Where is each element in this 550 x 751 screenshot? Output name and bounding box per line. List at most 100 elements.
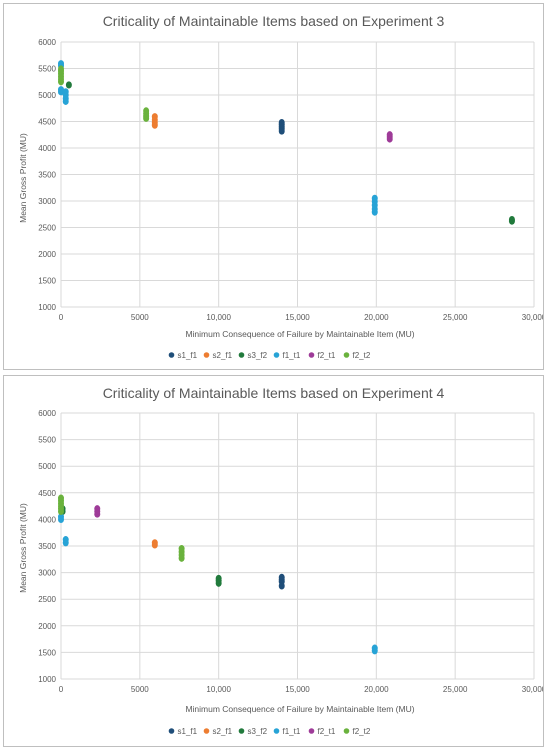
x-tick-label: 15,000 [285, 313, 310, 322]
y-tick-label: 2500 [38, 224, 56, 233]
legend-label: f2_t1 [318, 351, 336, 360]
y-tick-label: 3500 [38, 171, 56, 180]
y-axis-label: Mean Gross Profit (MU) [18, 133, 28, 223]
data-point-f1_t1 [62, 536, 69, 544]
data-point-s2_f1 [151, 539, 158, 547]
x-tick-label: 0 [59, 685, 64, 694]
legend-marker [308, 352, 315, 358]
legend-marker [168, 352, 175, 358]
data-point-f1_t1 [371, 194, 378, 202]
y-tick-label: 2500 [38, 595, 56, 604]
x-tick-labels: 0 5000 10,000 15,000 20,000 25,000 30,000 [59, 685, 543, 694]
legend-label: f1_t1 [283, 727, 301, 736]
x-tick-label: 20,000 [364, 685, 389, 694]
y-axis-label: Mean Gross Profit (MU) [18, 503, 28, 593]
data-point-f2_t2 [178, 545, 185, 553]
legend-label: s2_f1 [213, 727, 233, 736]
data-point-f1_t1 [62, 88, 69, 96]
x-axis-label: Minimum Consequence of Failure by Mainta… [185, 704, 414, 714]
y-tick-label: 3500 [38, 542, 56, 551]
legend-label: f2_t2 [353, 351, 371, 360]
legend-marker [343, 352, 350, 358]
data-point-f2_t2 [58, 65, 64, 73]
x-tick-labels: 0 5000 10,000 15,000 20,000 25,000 30,000 [59, 313, 543, 322]
chart-panel-experiment-3: Criticality of Maintainable Items based … [3, 3, 544, 370]
data-point-s3_f2 [508, 215, 515, 224]
data-point-f2_t2 [143, 107, 150, 115]
legend: s1_f1 s2_f1 s3_f2 f1_t1 f2_t1 f2_t2 [168, 351, 371, 360]
y-tick-label: 2000 [38, 250, 56, 259]
data-points [58, 60, 515, 225]
x-tick-label: 5000 [131, 313, 149, 322]
y-tick-label: 5500 [38, 65, 56, 74]
data-points [58, 494, 378, 655]
x-tick-label: 30,000 [522, 685, 543, 694]
y-tick-label: 3000 [38, 569, 56, 578]
y-tick-label: 5000 [38, 91, 56, 100]
gridlines [60, 412, 535, 680]
legend-marker [168, 728, 175, 734]
legend-label: s3_f2 [248, 351, 268, 360]
x-axis-label: Minimum Consequence of Failure by Mainta… [185, 329, 414, 339]
y-tick-label: 1500 [38, 277, 56, 286]
data-point-f1_t1 [58, 513, 64, 521]
x-tick-label: 25,000 [443, 685, 468, 694]
legend-label: s1_f1 [178, 351, 198, 360]
y-tick-label: 4500 [38, 118, 56, 127]
legend-label: s2_f1 [213, 351, 233, 360]
data-point-f2_t1 [94, 505, 101, 513]
data-point-f1_t1 [58, 60, 64, 68]
legend-label: f2_t1 [318, 727, 336, 736]
x-tick-label: 5000 [131, 685, 149, 694]
data-point-f1_t1 [371, 644, 378, 652]
legend-marker [343, 728, 350, 734]
y-tick-label: 1500 [38, 648, 56, 657]
y-tick-label: 3000 [38, 197, 56, 206]
y-tick-label: 6000 [38, 409, 56, 418]
data-point-f2_t2 [58, 494, 64, 502]
data-point-s1_f1 [278, 118, 285, 127]
data-point-f2_t1 [386, 131, 393, 139]
x-tick-label: 0 [59, 313, 64, 322]
x-tick-label: 30,000 [522, 313, 543, 322]
legend-marker [273, 352, 280, 358]
legend-label: s3_f2 [248, 727, 268, 736]
scatter-chart-experiment-4: Criticality of Maintainable Items based … [18, 385, 543, 736]
chart-title: Criticality of Maintainable Items based … [103, 385, 445, 401]
legend-marker [273, 728, 280, 734]
data-point-f1_t1 [58, 86, 64, 94]
y-tick-labels: 1000 1500 2000 2500 3000 3500 4000 4500 5000 5500… [38, 38, 56, 312]
y-tick-label: 4500 [38, 489, 56, 498]
data-point-s1_f1 [278, 573, 285, 581]
chart-panel-experiment-4: Criticality of Maintainable Items based … [3, 375, 544, 747]
x-tick-label: 25,000 [443, 313, 468, 322]
legend-marker [238, 352, 245, 358]
y-tick-label: 2000 [38, 622, 56, 631]
x-tick-label: 15,000 [285, 685, 310, 694]
x-tick-label: 10,000 [206, 313, 231, 322]
legend: s1_f1 s2_f1 s3_f2 f1_t1 f2_t1 f2_t2 [168, 727, 371, 736]
data-point-s2_f1 [151, 113, 158, 121]
y-tick-label: 5000 [38, 462, 56, 471]
legend-marker [308, 728, 315, 734]
legend-marker [203, 352, 210, 358]
data-point-s3_f2 [65, 81, 72, 89]
scatter-chart-experiment-3: Criticality of Maintainable Items based … [18, 13, 543, 360]
chart-title: Criticality of Maintainable Items based … [103, 13, 445, 29]
y-tick-label: 4000 [38, 144, 56, 153]
gridlines [60, 41, 535, 308]
y-tick-label: 4000 [38, 515, 56, 524]
legend-label: f1_t1 [283, 351, 301, 360]
legend-label: f2_t2 [353, 727, 371, 736]
legend-marker [203, 728, 210, 734]
x-tick-label: 10,000 [206, 685, 231, 694]
legend-label: s1_f1 [178, 727, 198, 736]
legend-marker [238, 728, 245, 734]
y-tick-label: 1000 [38, 675, 56, 684]
x-tick-label: 20,000 [364, 313, 389, 322]
y-tick-labels: 1000 1500 2000 2500 3000 3500 4000 4500 5000 5500… [38, 409, 56, 684]
data-point-s3_f2 [215, 574, 222, 583]
y-tick-label: 5500 [38, 436, 56, 445]
y-tick-label: 1000 [38, 303, 56, 312]
y-tick-label: 6000 [38, 38, 56, 47]
